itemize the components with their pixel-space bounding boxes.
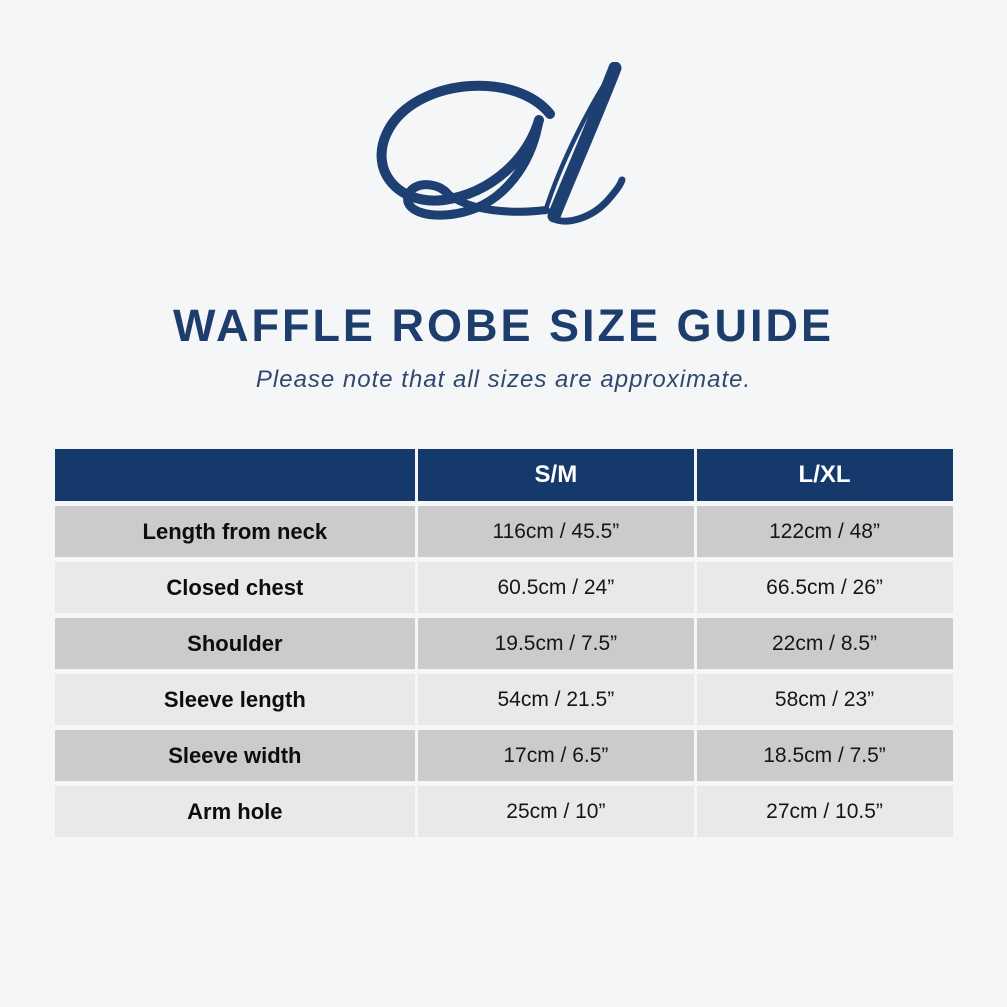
value-sm: 17cm / 6.5” — [418, 730, 697, 781]
value-sm: 25cm / 10” — [418, 786, 697, 837]
header-cell-measurement — [54, 449, 419, 501]
row-label: Sleeve length — [54, 674, 419, 725]
value-sm: 54cm / 21.5” — [418, 674, 697, 725]
table-row: Sleeve length 54cm / 21.5” 58cm / 23” — [54, 674, 953, 725]
table-row: Arm hole 25cm / 10” 27cm / 10.5” — [54, 786, 953, 837]
header-cell-sm: S/M — [418, 449, 697, 501]
table-header-row: S/M L/XL — [54, 449, 953, 501]
size-guide-table: S/M L/XL Length from neck 116cm / 45.5” … — [54, 444, 953, 842]
row-label: Arm hole — [54, 786, 419, 837]
table-row: Closed chest 60.5cm / 24” 66.5cm / 26” — [54, 562, 953, 613]
value-lxl: 27cm / 10.5” — [696, 786, 953, 837]
row-label: Shoulder — [54, 618, 419, 669]
value-lxl: 66.5cm / 26” — [696, 562, 953, 613]
table-row: Length from neck 116cm / 45.5” 122cm / 4… — [54, 506, 953, 557]
value-lxl: 22cm / 8.5” — [696, 618, 953, 669]
page-title: WAFFLE ROBE SIZE GUIDE — [172, 300, 835, 351]
table-row: Sleeve width 17cm / 6.5” 18.5cm / 7.5” — [54, 730, 953, 781]
row-label: Length from neck — [54, 506, 419, 557]
row-label: Sleeve width — [54, 730, 419, 781]
value-lxl: 18.5cm / 7.5” — [696, 730, 953, 781]
value-sm: 19.5cm / 7.5” — [418, 618, 697, 669]
value-sm: 60.5cm / 24” — [418, 562, 697, 613]
header-cell-lxl: L/XL — [696, 449, 953, 501]
table-row: Shoulder 19.5cm / 7.5” 22cm / 8.5” — [54, 618, 953, 669]
script-letter-a-icon — [376, 62, 625, 225]
value-sm: 116cm / 45.5” — [418, 506, 697, 557]
value-lxl: 58cm / 23” — [696, 674, 953, 725]
brand-logo — [359, 62, 649, 252]
row-label: Closed chest — [54, 562, 419, 613]
value-lxl: 122cm / 48” — [696, 506, 953, 557]
page-subtitle: Please note that all sizes are approxima… — [255, 366, 752, 393]
